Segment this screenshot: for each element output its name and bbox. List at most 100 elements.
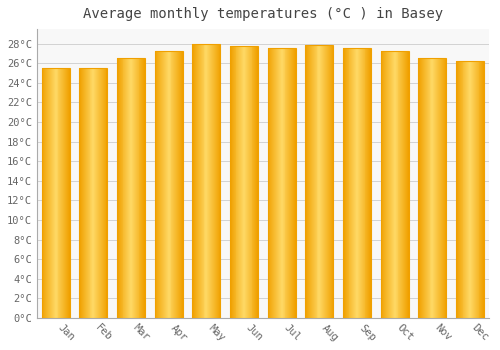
Bar xyxy=(161,51,162,318)
Bar xyxy=(398,51,400,318)
Bar xyxy=(310,45,311,318)
Bar xyxy=(382,51,384,318)
Bar xyxy=(289,48,290,318)
Bar xyxy=(426,58,428,318)
Bar xyxy=(389,51,390,318)
Bar xyxy=(268,48,296,318)
Bar xyxy=(432,58,434,318)
Bar xyxy=(120,58,122,318)
Bar xyxy=(464,61,466,318)
Bar xyxy=(236,46,238,318)
Bar xyxy=(248,46,250,318)
Bar xyxy=(82,68,83,318)
Bar xyxy=(456,61,484,318)
Bar xyxy=(458,61,460,318)
Bar xyxy=(305,45,306,318)
Bar xyxy=(192,44,220,318)
Bar xyxy=(129,58,130,318)
Bar xyxy=(286,48,288,318)
Bar xyxy=(197,44,198,318)
Title: Average monthly temperatures (°C ) in Basey: Average monthly temperatures (°C ) in Ba… xyxy=(83,7,443,21)
Bar xyxy=(166,51,167,318)
Bar xyxy=(480,61,482,318)
Bar xyxy=(79,68,108,318)
Bar xyxy=(42,68,70,318)
Bar xyxy=(308,45,309,318)
Bar xyxy=(358,48,359,318)
Bar xyxy=(50,68,51,318)
Bar xyxy=(408,51,409,318)
Bar xyxy=(290,48,291,318)
Bar xyxy=(83,68,84,318)
Bar xyxy=(242,46,243,318)
Bar xyxy=(204,44,206,318)
Bar xyxy=(143,58,144,318)
Bar xyxy=(282,48,284,318)
Bar xyxy=(85,68,86,318)
Bar xyxy=(394,51,396,318)
Bar xyxy=(132,58,133,318)
Bar xyxy=(162,51,163,318)
Bar xyxy=(344,48,345,318)
Bar xyxy=(284,48,286,318)
Bar xyxy=(366,48,368,318)
Bar xyxy=(309,45,310,318)
Bar xyxy=(444,58,446,318)
Bar xyxy=(278,48,279,318)
Bar xyxy=(194,44,195,318)
Bar xyxy=(122,58,124,318)
Bar xyxy=(423,58,424,318)
Bar xyxy=(437,58,438,318)
Bar xyxy=(130,58,131,318)
Bar xyxy=(392,51,393,318)
Bar xyxy=(62,68,63,318)
Bar xyxy=(63,68,64,318)
Bar xyxy=(80,68,81,318)
Bar xyxy=(232,46,234,318)
Bar xyxy=(391,51,392,318)
Bar xyxy=(81,68,82,318)
Bar xyxy=(438,58,439,318)
Bar xyxy=(67,68,68,318)
Bar xyxy=(230,46,231,318)
Bar xyxy=(295,48,296,318)
Bar xyxy=(313,45,314,318)
Bar xyxy=(60,68,62,318)
Bar xyxy=(275,48,276,318)
Bar xyxy=(332,45,334,318)
Bar xyxy=(48,68,49,318)
Bar xyxy=(350,48,352,318)
Bar xyxy=(354,48,355,318)
Bar xyxy=(430,58,432,318)
Bar xyxy=(88,68,90,318)
Bar xyxy=(424,58,425,318)
Bar xyxy=(305,45,334,318)
Bar xyxy=(182,51,183,318)
Bar xyxy=(250,46,252,318)
Bar xyxy=(154,51,156,318)
Bar xyxy=(54,68,56,318)
Bar xyxy=(306,45,307,318)
Bar xyxy=(65,68,66,318)
Bar xyxy=(439,58,440,318)
Bar xyxy=(312,45,313,318)
Bar xyxy=(170,51,172,318)
Bar xyxy=(238,46,240,318)
Bar xyxy=(64,68,65,318)
Bar xyxy=(234,46,236,318)
Bar xyxy=(292,48,293,318)
Bar xyxy=(329,45,330,318)
Bar xyxy=(84,68,85,318)
Bar xyxy=(387,51,388,318)
Bar xyxy=(47,68,48,318)
Bar xyxy=(127,58,128,318)
Bar xyxy=(462,61,464,318)
Bar xyxy=(277,48,278,318)
Bar xyxy=(193,44,194,318)
Bar xyxy=(418,58,446,318)
Bar xyxy=(435,58,436,318)
Bar xyxy=(345,48,346,318)
Bar xyxy=(131,58,132,318)
Bar xyxy=(483,61,484,318)
Bar xyxy=(472,61,473,318)
